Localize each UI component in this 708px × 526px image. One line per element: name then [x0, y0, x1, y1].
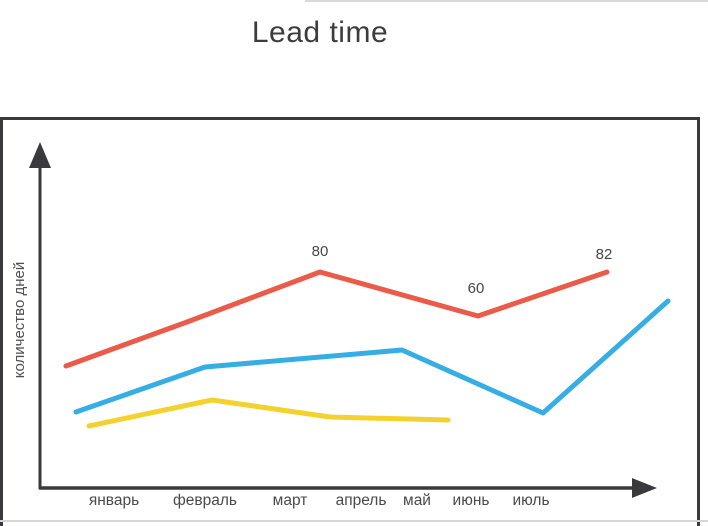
y-axis-label: количество дней: [11, 261, 28, 379]
value-label-60: 60: [467, 280, 485, 297]
x-tick-label-7: июль: [512, 492, 550, 509]
x-tick-label-1: январь: [88, 492, 140, 509]
chart-frame: [0, 117, 700, 526]
x-tick-label-3: март: [272, 492, 308, 509]
bottom-edge-line: [0, 520, 708, 522]
x-tick-label-2: февраль: [173, 492, 237, 509]
top-edge-line: [305, 0, 708, 2]
x-tick-label-6: июнь: [452, 492, 490, 509]
x-tick-label-5: май: [403, 492, 431, 509]
value-label-80: 80: [311, 243, 329, 260]
value-label-82: 82: [595, 246, 613, 263]
chart-title: Lead time: [251, 16, 389, 49]
x-tick-label-4: апрель: [335, 492, 387, 509]
